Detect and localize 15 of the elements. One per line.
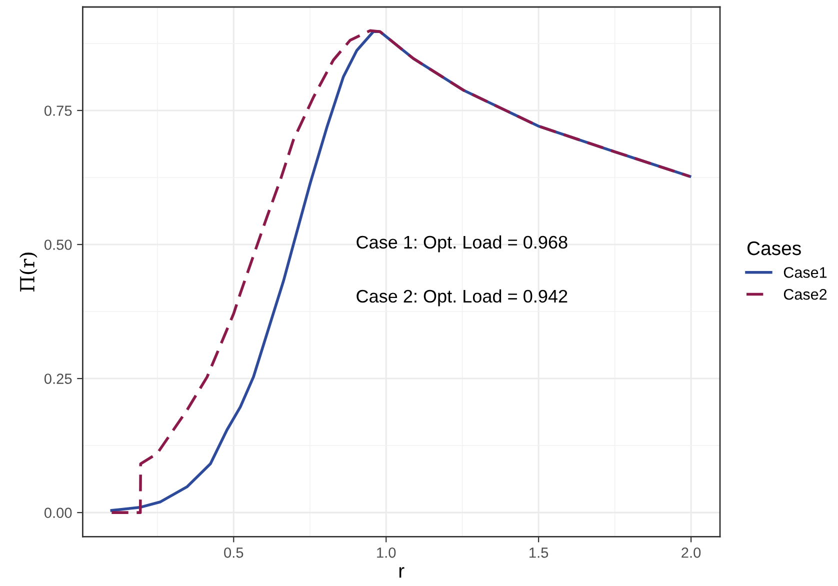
- x-axis-title: r: [399, 567, 404, 578]
- x-tick-label: 1.5: [530, 548, 548, 558]
- legend-title: Cases: [747, 241, 801, 256]
- legend-label: Case2: [784, 288, 827, 300]
- x-tick-label: 2.0: [682, 548, 701, 558]
- x-tick-label: 1.0: [377, 548, 396, 558]
- y-axis-title: Π(r): [20, 252, 38, 292]
- annotation: Case 2: Opt. Load = 0.942: [356, 289, 568, 306]
- y-tick-label: 0.00: [44, 508, 72, 518]
- y-tick-label: 0.50: [44, 240, 72, 250]
- y-tick-label: 0.75: [44, 106, 72, 116]
- annotation: Case 1: Opt. Load = 0.968: [356, 235, 568, 252]
- y-tick-label: 0.25: [44, 374, 72, 384]
- x-tick-label: 0.5: [224, 548, 244, 558]
- legend-label: Case1: [784, 267, 827, 278]
